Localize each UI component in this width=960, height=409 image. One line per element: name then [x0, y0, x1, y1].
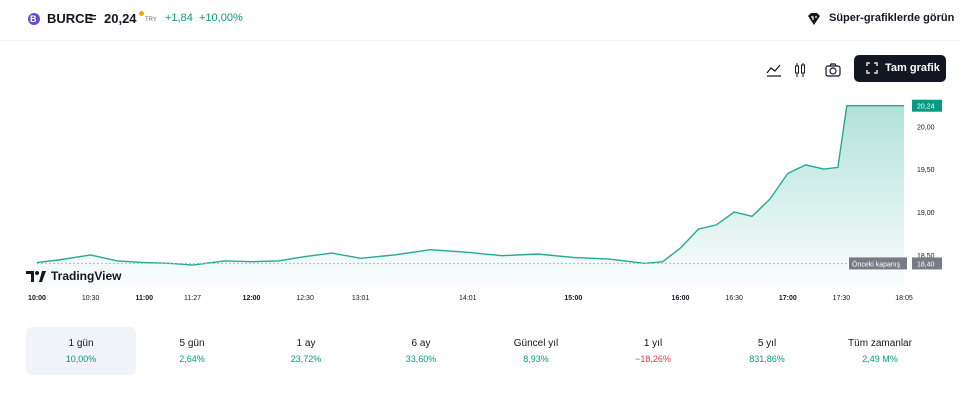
period-change: 33,60% [405, 354, 437, 364]
x-tick-label: 14:01 [459, 295, 477, 302]
currency-label: TRY [145, 17, 157, 23]
period-label: Tüm zamanlar [848, 338, 912, 349]
x-tick-label: 16:00 [672, 295, 690, 302]
x-tick-label: 12:30 [296, 295, 314, 302]
period-change: 2,64% [179, 354, 205, 364]
camera-icon[interactable] [824, 61, 842, 79]
period-tab[interactable]: 1 ay 23,72% [251, 327, 361, 375]
x-tick-label: 17:30 [833, 295, 851, 302]
period-label: 1 yıl [643, 338, 663, 349]
period-tab[interactable]: 1 gün 10,00% [26, 327, 136, 375]
period-label: 5 gün [179, 338, 205, 349]
period-change: 2,49 M% [862, 354, 898, 364]
period-tab[interactable]: Güncel yıl 8,93% [481, 327, 591, 375]
y-tick-label: 19,00 [917, 210, 935, 217]
period-label: Güncel yıl [513, 338, 559, 349]
y-tick-label: 19,50 [917, 167, 935, 174]
period-tab[interactable]: 5 gün 2,64% [137, 327, 247, 375]
previous-close-value: 18,40 [917, 261, 935, 268]
period-selector: 1 gün 10,00% 5 gün 2,64% 1 ay 23,72% 6 ay 33,60… [26, 327, 946, 375]
period-change: 10,00% [65, 354, 97, 364]
period-change: 831,86% [749, 354, 785, 364]
x-tick-label: 11:27 [184, 295, 201, 302]
x-tick-label: 15:00 [564, 295, 582, 302]
tradingview-logo-text[interactable]: TradingView [51, 269, 122, 283]
symbol-header: B BURCE = 20,24 TRY +1,84 +10,00% Süper-… [0, 0, 960, 41]
price-area-fill [37, 105, 904, 287]
supercharts-link[interactable]: Süper-grafiklerde görün [829, 12, 955, 24]
period-tab[interactable]: 1 yıl −18,26% [598, 327, 708, 375]
previous-close-value-tag [912, 257, 942, 270]
symbol-logo: B [28, 13, 40, 25]
last-price-tag [912, 99, 942, 112]
period-tab[interactable]: 5 yıl 831,86% [712, 327, 822, 375]
period-change: 23,72% [290, 354, 322, 364]
equals-separator: = [89, 10, 97, 25]
x-tick-label: 13:01 [352, 295, 370, 302]
last-price-value: 20,24 [917, 104, 935, 111]
x-tick-label: 12:00 [243, 295, 261, 302]
previous-close-tag [849, 257, 907, 270]
full-chart-button[interactable]: Tam grafik [854, 55, 946, 82]
market-status-dot [139, 11, 144, 16]
x-tick-label: 18:05 [895, 295, 913, 302]
y-tick-label: 18,50 [917, 253, 935, 260]
last-price: 20,24 [104, 11, 137, 26]
full-chart-label: Tam grafik [885, 62, 940, 74]
x-tick-label: 17:00 [779, 295, 797, 302]
fullscreen-icon [866, 62, 878, 74]
candles-icon[interactable] [791, 61, 809, 79]
period-label: 1 ay [296, 338, 316, 349]
previous-close-label: Önceki kapanış [852, 260, 901, 268]
symbol-logo-glyph: B [30, 14, 37, 24]
period-change: 8,93% [523, 354, 549, 364]
x-tick-label: 10:30 [82, 295, 100, 302]
y-tick-label: 20,00 [917, 124, 935, 131]
x-tick-label: 16:30 [725, 295, 743, 302]
period-tab[interactable]: Tüm zamanlar 2,49 M% [825, 327, 935, 375]
period-label: 6 ay [411, 338, 431, 349]
supercharts-icon[interactable] [807, 12, 821, 26]
price-change-percent: +10,00% [199, 12, 243, 24]
period-change: −18,26% [635, 354, 671, 364]
symbol-name[interactable]: BURCE [47, 11, 94, 26]
chart-style-line-icon[interactable] [765, 61, 783, 79]
price-chart[interactable]: 10:00 10:30 11:00 11:27 12:00 12:30 13:01 14:01… [0, 0, 960, 320]
period-label: 5 yıl [757, 338, 777, 349]
price-line [36, 105, 904, 266]
x-tick-label: 10:00 [28, 295, 46, 302]
period-tab[interactable]: 6 ay 33,60% [366, 327, 476, 375]
price-change: +1,84 [165, 12, 193, 24]
x-tick-label: 11:00 [136, 295, 154, 302]
period-label: 1 gün [68, 338, 94, 349]
tradingview-logo-icon [26, 271, 46, 282]
